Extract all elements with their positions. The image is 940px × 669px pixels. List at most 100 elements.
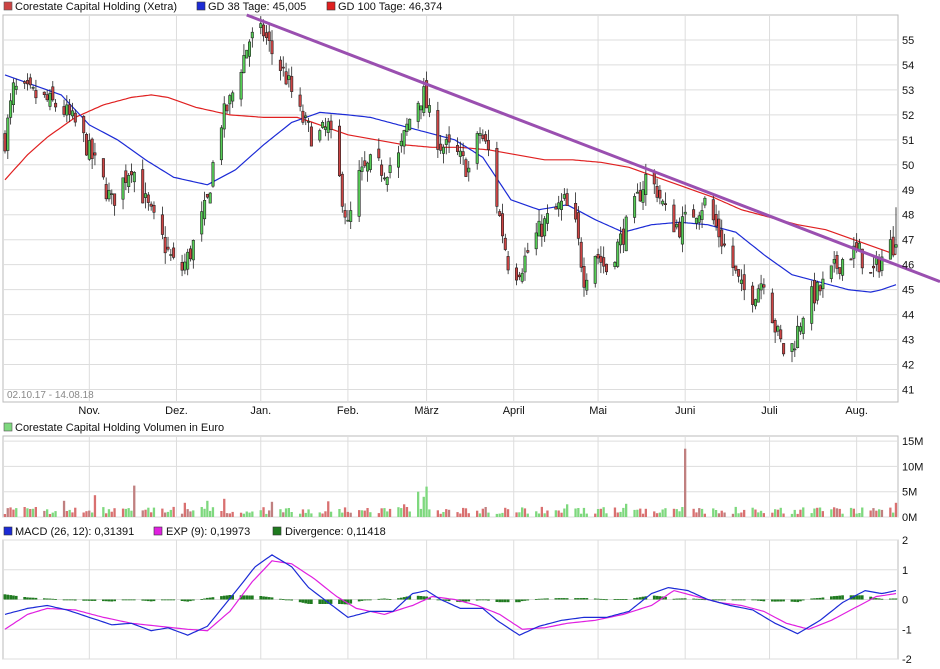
candle-body [186,251,190,270]
candle-body [262,24,266,37]
price-tick-label: 49 [902,185,914,197]
candle-body [396,152,400,168]
volume-bar [526,513,529,517]
candle-body [337,125,341,177]
volume-bar [74,507,77,517]
volume-bar [813,508,816,517]
divergence-bar [90,599,94,601]
divergence-bar [248,595,251,600]
candle-body [602,257,606,267]
volume-bar [478,513,482,517]
divergence-bar [3,594,7,600]
candle-body [87,140,91,160]
candle-body [180,261,184,271]
candle-body [860,248,864,269]
candle-body [585,279,589,291]
volume-bar [695,512,698,517]
divergence-bar [82,599,85,601]
volume-bar [358,510,361,517]
x-tick-label: Jan. [250,405,271,417]
volume-bar [518,512,521,517]
divergence-bar [636,597,639,600]
candle-body [832,258,836,264]
candle-body [301,110,305,123]
price-plot-area [2,14,899,403]
divergence-bar [192,599,195,601]
candle-body [3,133,7,152]
candle-body [810,286,814,324]
divergence-bar [756,599,760,601]
volume-bar [712,508,715,517]
price-legend-label: Corestate Capital Holding (Xetra) [15,1,177,13]
volume-bar [388,508,392,517]
candle-body [110,193,114,195]
candle-body [852,245,856,259]
volume-bar [144,509,147,517]
candle-body [486,140,490,151]
macd-legend-label: MACD (26, 12): 0,31391 [15,526,134,538]
divergence-bar [93,599,97,601]
volume-bar [29,509,32,517]
volume-bar [130,510,133,517]
divergence-bar [681,598,684,600]
candle-body [798,326,802,332]
divergence-bar [329,599,333,604]
x-axis: Nov. Dez. Jan. Feb. März April Mai Juni Juli Aug. [78,405,868,417]
volume-bar [166,511,170,517]
volume-bar [408,511,411,517]
price-grid [3,15,898,402]
divergence-bar [518,599,521,603]
candle-body [692,209,696,218]
divergence-bar [144,599,147,601]
divergence-bar [357,599,361,602]
divergence-bar [754,599,757,601]
volume-bar [186,509,189,517]
price-tick-label: 43 [902,335,914,347]
price-tick-label: 51 [902,135,914,147]
macd-tick-label: 0 [902,595,908,607]
candle-body [203,200,207,220]
volume-bar [557,510,560,517]
volume-bar [447,509,451,517]
divergence-bar [324,599,327,604]
divergence-bar [796,599,799,603]
volume-bar [835,508,839,517]
divergence-bar [503,599,507,603]
volume-bar [301,509,305,517]
volume-bar [150,512,153,517]
volume-bar [684,448,687,517]
volume-bar [223,498,226,517]
volume-bar [110,511,113,517]
candle-body [340,173,344,207]
price-panel: 41 42 43 44 45 46 47 48 49 50 51 52 53 54 55 Nov. Dez. J… [2,13,940,417]
candle-body [62,106,66,115]
volume-bar [82,512,85,517]
divergence-bar [399,597,403,600]
candle-body [349,210,353,222]
volume-tick-label: 15M [902,436,923,448]
gd100-legend-label: GD 100 Tage: 46,374 [338,1,442,13]
candle-body [416,102,420,122]
volume-bar [849,507,853,517]
divergence-bar [298,599,302,603]
macd-lines [4,554,897,636]
candle-body [169,254,173,256]
gd38-legend-swatch [196,1,206,11]
volume-bar [68,509,71,517]
volume-bar [501,512,504,517]
divergence-bar [54,599,57,600]
divergence-bar [790,599,794,602]
volume-bar [386,511,389,517]
candle-body [678,222,682,238]
divergence-bar [208,597,212,600]
candle-body [248,41,252,57]
candle-body [284,71,288,85]
divergence-bar [321,599,324,604]
divergence-bar [163,599,167,601]
volume-bar [790,513,794,517]
volume-bar [759,510,763,517]
volume-bar [327,501,330,517]
candle-body [697,215,701,223]
volume-bar [259,510,262,517]
divergence-bar [62,599,66,601]
